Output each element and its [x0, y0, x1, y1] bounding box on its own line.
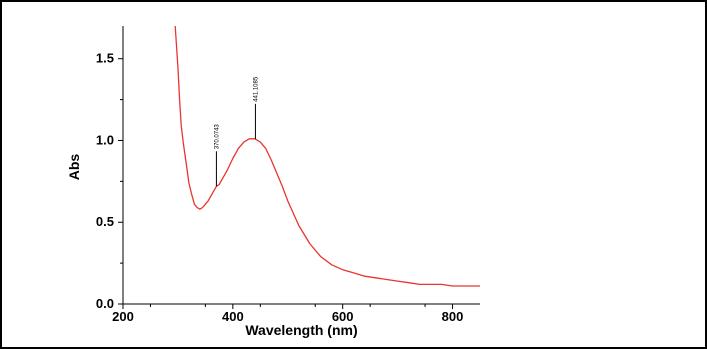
x-tick-label: 800 — [442, 309, 464, 324]
y-tick-label: 0.5 — [96, 214, 114, 229]
peak-label: 370.0743 — [214, 124, 220, 150]
y-tick-label: 1.5 — [96, 51, 114, 66]
absorbance-line — [174, 25, 480, 287]
y-axis-title: Abs — [66, 154, 82, 181]
x-axis-title: Wavelength (nm) — [245, 322, 357, 338]
x-tick-label: 600 — [332, 309, 354, 324]
axis-ticks: 200 400 600 800 0.0 0.5 1.0 1.5 — [96, 51, 463, 324]
x-tick-label: 200 — [112, 309, 134, 324]
y-tick-label: 1.0 — [96, 132, 114, 147]
peak-label: 441.1085 — [253, 76, 259, 102]
y-tick-label: 0.0 — [96, 296, 114, 311]
axes — [122, 26, 480, 305]
series-layer — [174, 25, 480, 287]
peak-annotations: 370.0743 441.1085 — [214, 76, 259, 187]
x-tick-label: 400 — [222, 309, 244, 324]
